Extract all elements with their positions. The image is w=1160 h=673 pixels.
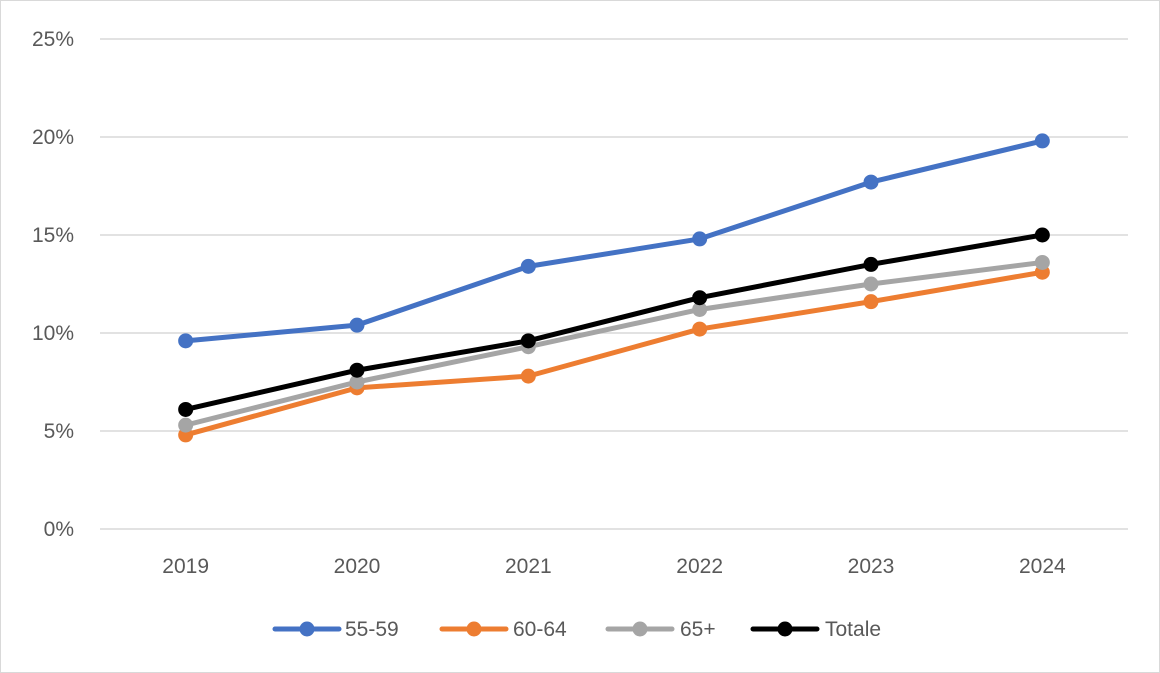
data-point (520, 258, 536, 274)
data-point (863, 294, 879, 310)
series-line (183, 259, 1045, 428)
series-layer (178, 133, 1050, 443)
legend-item: 55-59 (272, 618, 399, 641)
data-point (1034, 254, 1050, 270)
series-65- (178, 254, 1050, 433)
legend-item: 65+ (605, 618, 716, 641)
data-point (349, 317, 365, 333)
legend: 55-59 60-64 65+ Totale (272, 618, 881, 641)
y-tick-label: 25% (32, 28, 74, 51)
y-tick-label: 0% (44, 518, 74, 541)
data-point (1034, 133, 1050, 149)
x-tick-label: 2022 (676, 555, 723, 578)
data-point (520, 333, 536, 349)
series-line (183, 269, 1045, 438)
data-point (863, 276, 879, 292)
legend-label: 60-64 (513, 618, 567, 641)
legend-label: 55-59 (345, 618, 399, 641)
x-tick-label: 2020 (334, 555, 381, 578)
x-tick-label: 2024 (1019, 555, 1066, 578)
data-point (178, 333, 194, 349)
data-point (692, 301, 708, 317)
data-point (863, 256, 879, 272)
y-tick-label: 15% (32, 224, 74, 247)
legend-swatch-marker (466, 621, 482, 637)
legend-swatch-marker (777, 621, 793, 637)
data-point (1034, 227, 1050, 243)
data-point (692, 231, 708, 247)
series-60-64 (178, 264, 1050, 443)
x-tick-label: 2019 (162, 555, 209, 578)
data-point (863, 174, 879, 190)
legend-label: 65+ (680, 618, 716, 641)
y-axis: 0% 5% 10% 15% 20% 25% (32, 28, 74, 541)
legend-swatch-marker (632, 621, 648, 637)
legend-item: Totale (750, 618, 881, 641)
series-line (183, 138, 1045, 344)
legend-swatch-marker (299, 621, 315, 637)
series-line (183, 232, 1045, 412)
data-point (692, 321, 708, 337)
legend-item: 60-64 (439, 618, 567, 641)
y-tick-label: 20% (32, 126, 74, 149)
x-tick-label: 2021 (505, 555, 552, 578)
series-totale (178, 227, 1050, 417)
data-point (349, 362, 365, 378)
legend-label: Totale (825, 618, 881, 641)
x-axis: 2019 2020 2021 2022 2023 2024 (162, 555, 1066, 578)
data-point (178, 401, 194, 417)
y-tick-label: 5% (44, 420, 74, 443)
y-tick-label: 10% (32, 322, 74, 345)
data-point (349, 374, 365, 390)
data-point (520, 368, 536, 384)
data-point (178, 417, 194, 433)
series-55-59 (178, 133, 1050, 349)
data-point (692, 290, 708, 306)
x-tick-label: 2023 (848, 555, 895, 578)
